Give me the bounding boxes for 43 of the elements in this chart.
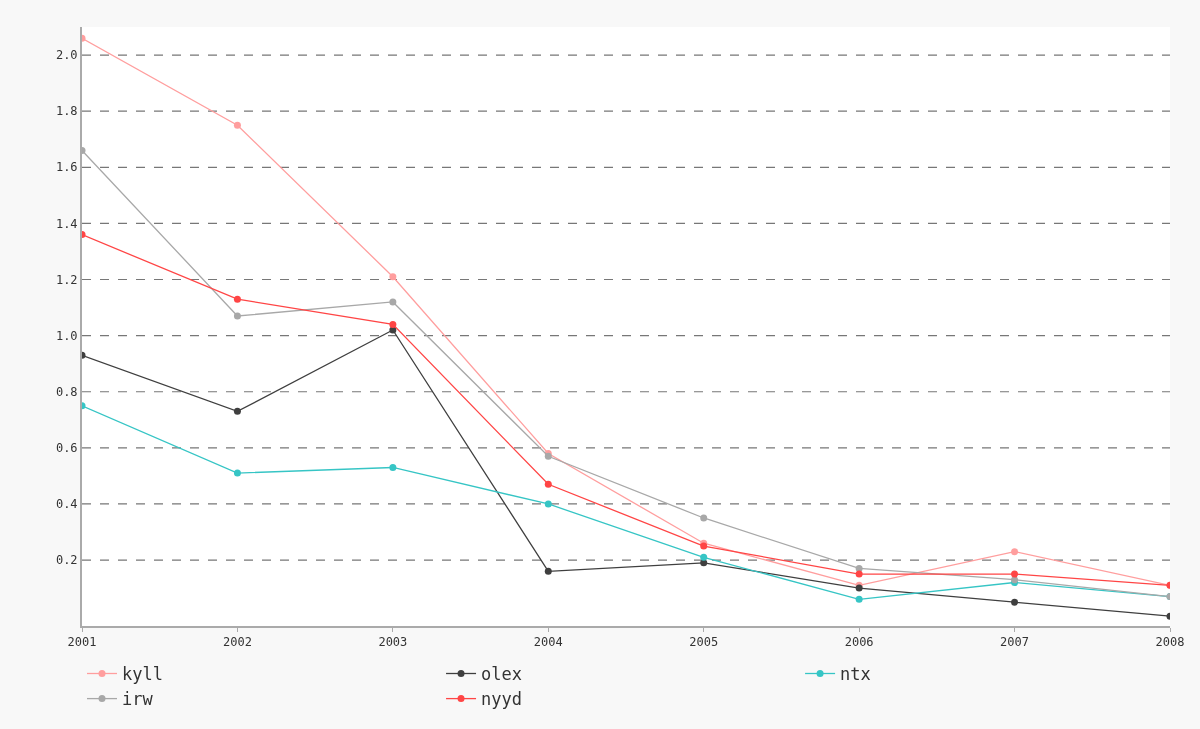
point [233, 469, 241, 477]
x-tick-label: 2007 [1000, 635, 1030, 650]
y-tick-label: 0.4 [55, 497, 78, 512]
point [233, 295, 241, 303]
legend-label: irw [122, 689, 154, 710]
legend-label: olex [481, 664, 522, 685]
y-tick-label: 0.2 [55, 553, 78, 568]
x-tick-label: 2003 [378, 635, 408, 650]
point [700, 553, 708, 561]
point [233, 121, 241, 129]
x-tick-label: 2008 [1155, 635, 1185, 650]
point [855, 595, 863, 603]
point [1011, 548, 1019, 556]
point [544, 480, 552, 488]
point [389, 298, 397, 306]
x-tick-label: 2001 [67, 635, 97, 650]
point [855, 564, 863, 572]
x-tick-label: 2004 [533, 635, 563, 650]
legend-label: kyll [122, 664, 163, 685]
y-tick-label: 2.0 [55, 48, 78, 63]
y-tick-label: 1.4 [55, 216, 78, 231]
legend-label: ntx [840, 664, 871, 685]
point [389, 463, 397, 471]
x-tick-label: 2002 [222, 635, 252, 650]
point [700, 514, 708, 522]
legend-label: nyyd [481, 689, 522, 710]
point [855, 570, 863, 578]
y-tick-label: 1.0 [55, 328, 78, 343]
x-tick-label: 2006 [844, 635, 874, 650]
x-tick-label: 2005 [689, 635, 719, 650]
point [389, 320, 397, 328]
point [233, 407, 241, 415]
y-tick-label: 0.6 [55, 441, 78, 456]
y-tick-label: 1.6 [55, 160, 78, 175]
y-tick-label: 1.2 [55, 272, 78, 287]
point [1011, 570, 1019, 578]
point [1011, 598, 1019, 606]
point [544, 567, 552, 575]
y-tick-label: 1.8 [55, 104, 78, 119]
y-tick-label: 0.8 [55, 384, 78, 399]
point [389, 273, 397, 281]
point [233, 312, 241, 320]
point [544, 500, 552, 508]
